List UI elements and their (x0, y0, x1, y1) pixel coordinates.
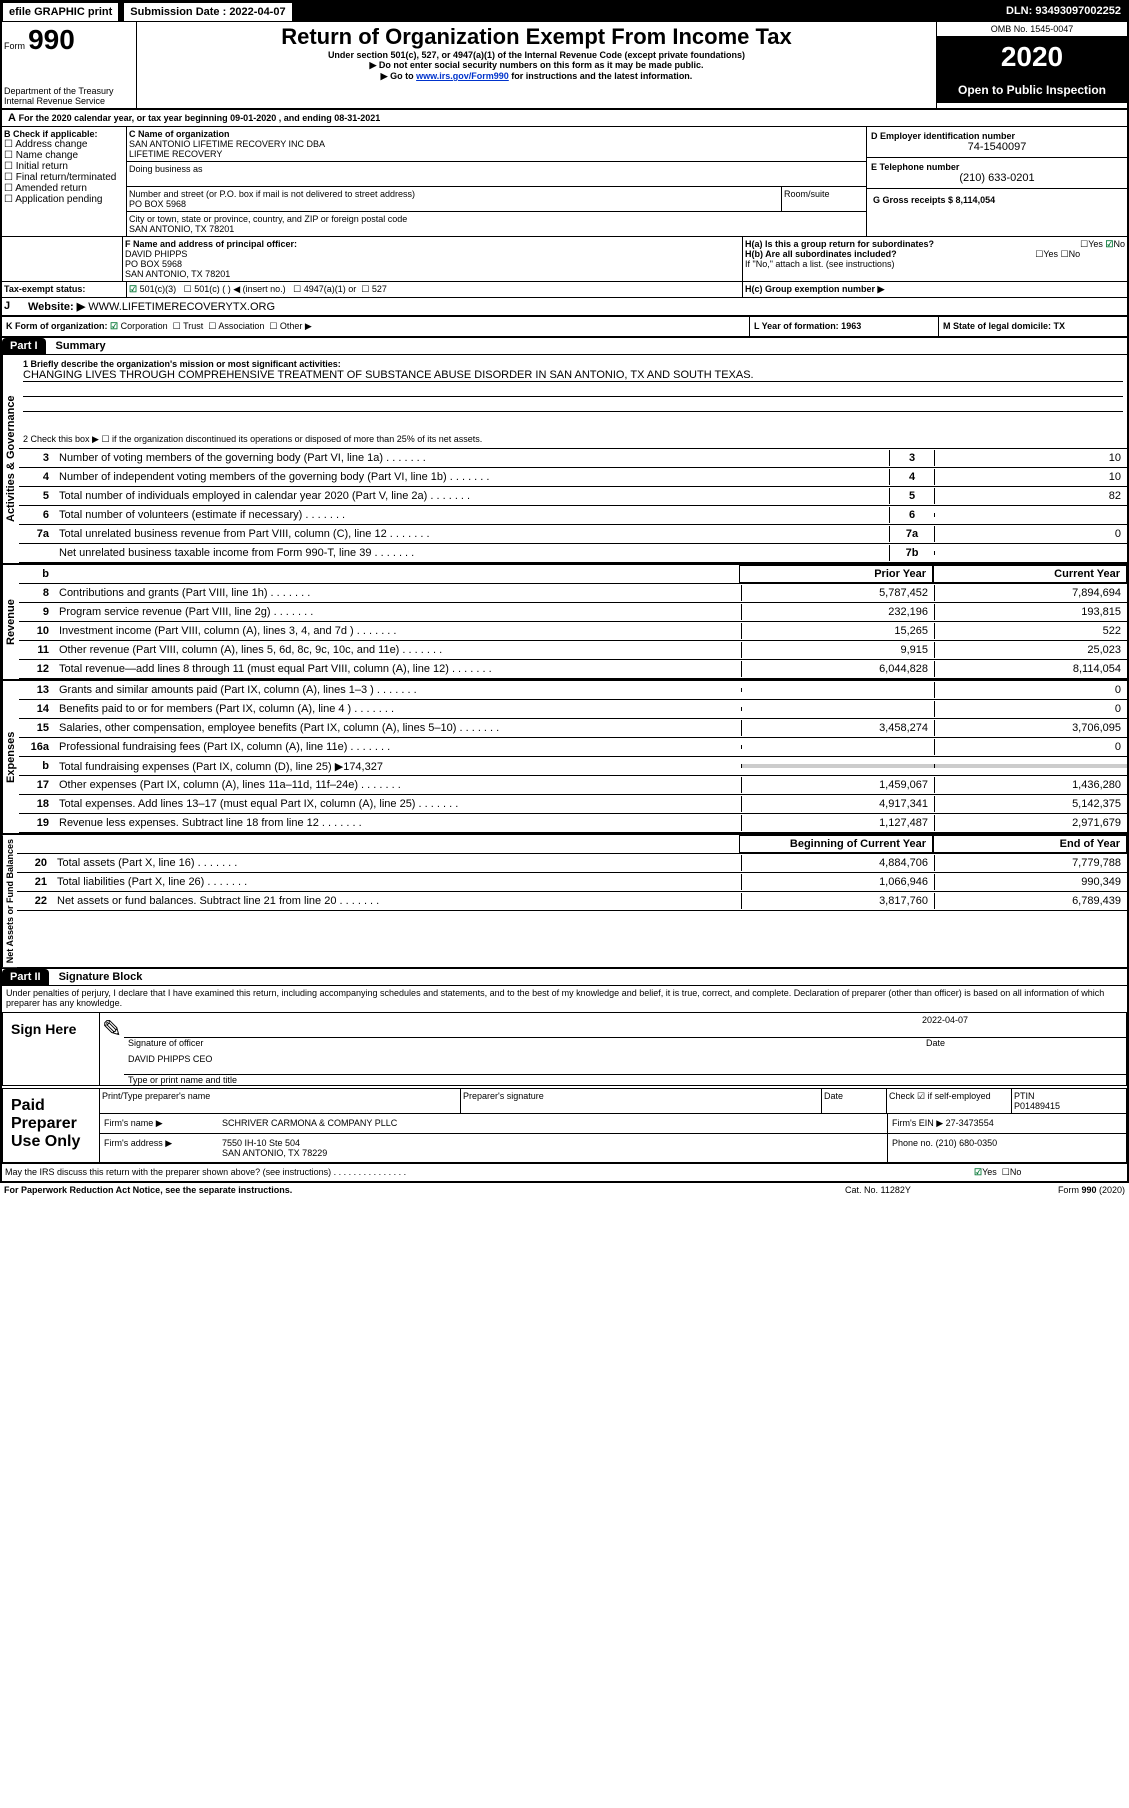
section-b: B Check if applicable: ☐ Address change … (2, 127, 127, 236)
section-g: G Gross receipts $ 8,114,054 (867, 189, 1127, 211)
entity-block: B Check if applicable: ☐ Address change … (2, 127, 1127, 236)
gov-line: Net unrelated business taxable income fr… (19, 544, 1127, 563)
fin-line: 13Grants and similar amounts paid (Part … (19, 681, 1127, 700)
part2-header: Part II Signature Block (2, 969, 1127, 986)
f-h-block: F Name and address of principal officer:… (2, 236, 1127, 282)
omb: OMB No. 1545-0047 (937, 22, 1127, 37)
form-number: 990 (28, 24, 75, 55)
exp-block: Expenses 13Grants and similar amounts pa… (2, 681, 1127, 835)
fin-line: 11Other revenue (Part VIII, column (A), … (19, 641, 1127, 660)
gov-block: Activities & Governance 1 Briefly descri… (2, 355, 1127, 565)
perjury-text: Under penalties of perjury, I declare th… (2, 986, 1127, 1010)
fin-line: 18Total expenses. Add lines 13–17 (must … (19, 795, 1127, 814)
fin-line: 22Net assets or fund balances. Subtract … (17, 892, 1127, 911)
irs-link[interactable]: www.irs.gov/Form990 (416, 71, 509, 81)
section-c-name: C Name of organization SAN ANTONIO LIFET… (127, 127, 866, 162)
efile-header-row: efile GRAPHIC print Submission Date : 20… (2, 2, 1127, 22)
dln: DLN: 93493097002252 (1000, 2, 1127, 22)
rev-block: Revenue b Prior Year Current Year 8Contr… (2, 565, 1127, 681)
fin-line: 8Contributions and grants (Part VIII, li… (19, 584, 1127, 603)
fin-line: 17Other expenses (Part IX, column (A), l… (19, 776, 1127, 795)
fin-line: 19Revenue less expenses. Subtract line 1… (19, 814, 1127, 833)
gov-line: 6Total number of volunteers (estimate if… (19, 506, 1127, 525)
website-row: J Website: ▶ WWW.LIFETIMERECOVERYTX.ORG (2, 298, 1127, 317)
fin-line: 21Total liabilities (Part X, line 26)1,0… (17, 873, 1127, 892)
subtitle-1: Under section 501(c), 527, or 4947(a)(1)… (139, 50, 934, 60)
sign-here-block: Sign Here ✎ 2022-04-07 Signature of offi… (2, 1012, 1127, 1086)
fin-line: 14Benefits paid to or for members (Part … (19, 700, 1127, 719)
efile-badge: efile GRAPHIC print (2, 2, 119, 22)
side-gov: Activities & Governance (2, 355, 19, 563)
line-a: A For the 2020 calendar year, or tax yea… (2, 110, 1127, 127)
gov-line: 3Number of voting members of the governi… (19, 449, 1127, 468)
tax-year: 2020 (937, 37, 1127, 77)
fin-line: 10Investment income (Part VIII, column (… (19, 622, 1127, 641)
mission-text: CHANGING LIVES THROUGH COMPREHENSIVE TRE… (23, 369, 1123, 382)
paid-preparer-block: Paid Preparer Use Only Print/Type prepar… (2, 1088, 1127, 1163)
gov-line: 5Total number of individuals employed in… (19, 487, 1127, 506)
klm-row: K Form of organization: ☑ Corporation ☐ … (2, 317, 1127, 338)
fin-line: bTotal fundraising expenses (Part IX, co… (19, 757, 1127, 776)
street: Number and street (or P.O. box if mail i… (127, 187, 781, 211)
section-d: D Employer identification number 74-1540… (867, 127, 1127, 158)
submission-date: Submission Date : 2022-04-07 (123, 2, 292, 22)
fin-line: 16aProfessional fundraising fees (Part I… (19, 738, 1127, 757)
footer: For Paperwork Reduction Act Notice, see … (0, 1183, 1129, 1197)
fin-line: 15Salaries, other compensation, employee… (19, 719, 1127, 738)
dba: Doing business as (127, 162, 866, 187)
form-label: Form (4, 41, 25, 51)
side-net: Net Assets or Fund Balances (2, 835, 17, 967)
fin-line: 9Program service revenue (Part VIII, lin… (19, 603, 1127, 622)
section-h: H(a) Is this a group return for subordin… (743, 237, 1127, 281)
pen-icon: ✎ (100, 1013, 124, 1085)
discuss-row: May the IRS discuss this return with the… (2, 1163, 1127, 1181)
fin-line: 12Total revenue—add lines 8 through 11 (… (19, 660, 1127, 679)
gov-line: 7aTotal unrelated business revenue from … (19, 525, 1127, 544)
title-block: Form 990 Department of the Treasury Inte… (2, 22, 1127, 110)
city: City or town, state or province, country… (127, 212, 866, 236)
section-e: E Telephone number (210) 633-0201 (867, 158, 1127, 189)
subtitle-3: ▶ Go to www.irs.gov/Form990 for instruct… (139, 71, 934, 82)
room-suite: Room/suite (781, 187, 866, 211)
net-block: Net Assets or Fund Balances Beginning of… (2, 835, 1127, 969)
fin-line: 20Total assets (Part X, line 16)4,884,70… (17, 854, 1127, 873)
dept-treasury: Department of the Treasury Internal Reve… (4, 86, 134, 106)
tax-exempt-row: Tax-exempt status: ☑ 501(c)(3) ☐ 501(c) … (2, 282, 1127, 298)
open-inspection: Open to Public Inspection (937, 77, 1127, 103)
return-title: Return of Organization Exempt From Incom… (139, 24, 934, 50)
form-container: efile GRAPHIC print Submission Date : 20… (0, 0, 1129, 1183)
subtitle-2: ▶ Do not enter social security numbers o… (139, 60, 934, 71)
gov-line: 4Number of independent voting members of… (19, 468, 1127, 487)
side-exp: Expenses (2, 681, 19, 833)
side-rev: Revenue (2, 565, 19, 679)
section-h-c: H(c) Group exemption number ▶ (742, 282, 1127, 297)
section-f: F Name and address of principal officer:… (123, 237, 743, 281)
part1-header: Part I Summary (2, 338, 1127, 355)
